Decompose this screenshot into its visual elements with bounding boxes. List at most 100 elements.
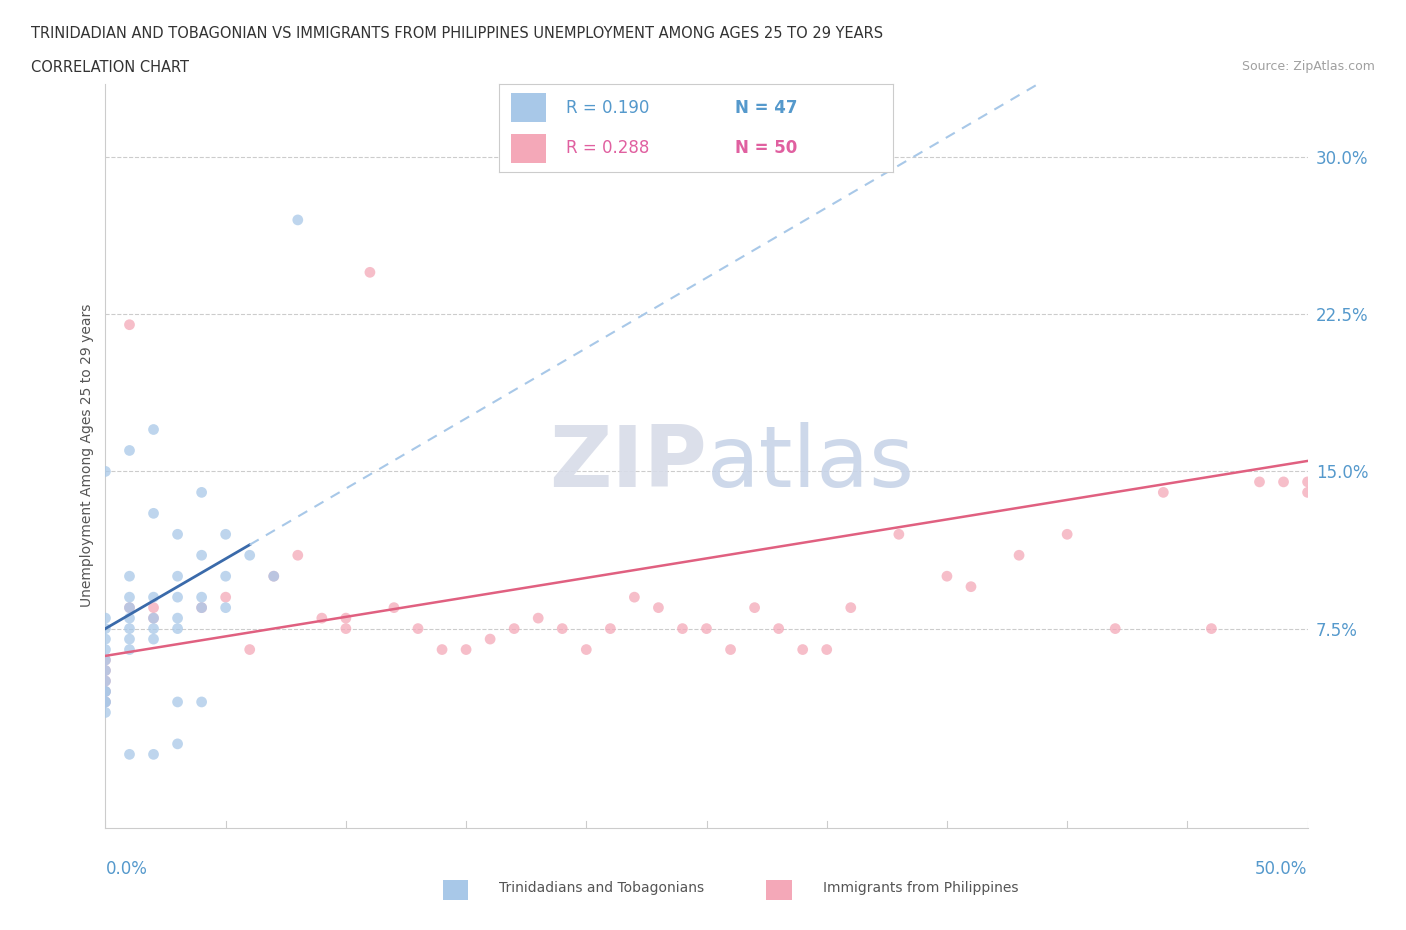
Point xyxy=(263,569,285,584)
Point xyxy=(142,600,165,615)
Point xyxy=(190,590,212,604)
Point xyxy=(720,642,742,657)
Point xyxy=(1152,485,1174,499)
Point xyxy=(671,621,693,636)
Point xyxy=(936,569,959,584)
Point xyxy=(166,611,188,626)
Point xyxy=(94,684,117,699)
Point xyxy=(94,642,117,657)
Point xyxy=(94,663,117,678)
Point xyxy=(190,695,212,710)
Point xyxy=(382,600,405,615)
Point xyxy=(1056,527,1078,542)
Point xyxy=(744,600,766,615)
Point xyxy=(190,485,212,499)
Bar xyxy=(510,93,547,122)
Point xyxy=(118,600,141,615)
Point xyxy=(239,642,262,657)
Point xyxy=(815,642,838,657)
Point xyxy=(94,695,117,710)
Point xyxy=(118,621,141,636)
Point xyxy=(118,642,141,657)
Point xyxy=(430,642,453,657)
Point xyxy=(166,737,188,751)
Point xyxy=(94,653,117,668)
Point xyxy=(118,747,141,762)
Point xyxy=(166,621,188,636)
Point xyxy=(94,621,117,636)
Point xyxy=(696,621,718,636)
Point xyxy=(118,631,141,646)
Point xyxy=(94,695,117,710)
Point xyxy=(287,548,309,563)
Point xyxy=(263,569,285,584)
Point xyxy=(94,673,117,688)
Text: ZIP: ZIP xyxy=(548,421,707,505)
Point xyxy=(1272,474,1295,489)
Point xyxy=(94,705,117,720)
Point xyxy=(94,673,117,688)
Point xyxy=(768,621,790,636)
Point xyxy=(359,265,381,280)
Point xyxy=(887,527,910,542)
Point xyxy=(960,579,983,594)
Point xyxy=(1008,548,1031,563)
Point xyxy=(406,621,429,636)
Point xyxy=(1201,621,1223,636)
Point xyxy=(166,569,188,584)
Point xyxy=(479,631,502,646)
Bar xyxy=(510,134,547,164)
Point xyxy=(1296,474,1319,489)
Point xyxy=(1249,474,1271,489)
Point xyxy=(142,631,165,646)
Point xyxy=(142,621,165,636)
Point xyxy=(118,443,141,458)
Point xyxy=(792,642,814,657)
Point xyxy=(623,590,645,604)
Point xyxy=(1296,485,1319,499)
Point xyxy=(335,621,357,636)
Text: N = 47: N = 47 xyxy=(735,99,797,116)
Point xyxy=(839,600,862,615)
Point xyxy=(287,212,309,227)
Text: R = 0.190: R = 0.190 xyxy=(567,99,650,116)
Point xyxy=(575,642,598,657)
Text: TRINIDADIAN AND TOBAGONIAN VS IMMIGRANTS FROM PHILIPPINES UNEMPLOYMENT AMONG AGE: TRINIDADIAN AND TOBAGONIAN VS IMMIGRANTS… xyxy=(31,26,883,41)
Point xyxy=(94,631,117,646)
Point xyxy=(214,590,236,604)
Point xyxy=(1104,621,1126,636)
Point xyxy=(503,621,526,636)
Text: N = 50: N = 50 xyxy=(735,140,797,157)
Text: atlas: atlas xyxy=(707,421,914,505)
Text: Source: ZipAtlas.com: Source: ZipAtlas.com xyxy=(1241,60,1375,73)
Point xyxy=(142,747,165,762)
Point xyxy=(454,642,477,657)
Point xyxy=(118,590,141,604)
Point xyxy=(142,590,165,604)
Point xyxy=(214,527,236,542)
Point xyxy=(190,600,212,615)
Point xyxy=(118,600,141,615)
Text: 50.0%: 50.0% xyxy=(1256,860,1308,878)
Point xyxy=(214,569,236,584)
Point xyxy=(118,317,141,332)
Point xyxy=(94,684,117,699)
Point xyxy=(527,611,550,626)
Point xyxy=(311,611,333,626)
Point xyxy=(94,611,117,626)
Text: R = 0.288: R = 0.288 xyxy=(567,140,650,157)
Point xyxy=(190,548,212,563)
Point xyxy=(190,600,212,615)
Y-axis label: Unemployment Among Ages 25 to 29 years: Unemployment Among Ages 25 to 29 years xyxy=(80,304,94,607)
Point xyxy=(142,611,165,626)
Point xyxy=(214,600,236,615)
Text: Immigrants from Philippines: Immigrants from Philippines xyxy=(823,881,1018,896)
Point xyxy=(94,653,117,668)
Point xyxy=(118,569,141,584)
Point xyxy=(94,695,117,710)
Point xyxy=(142,611,165,626)
Point xyxy=(94,663,117,678)
Point xyxy=(335,611,357,626)
Text: CORRELATION CHART: CORRELATION CHART xyxy=(31,60,188,75)
Point xyxy=(142,506,165,521)
